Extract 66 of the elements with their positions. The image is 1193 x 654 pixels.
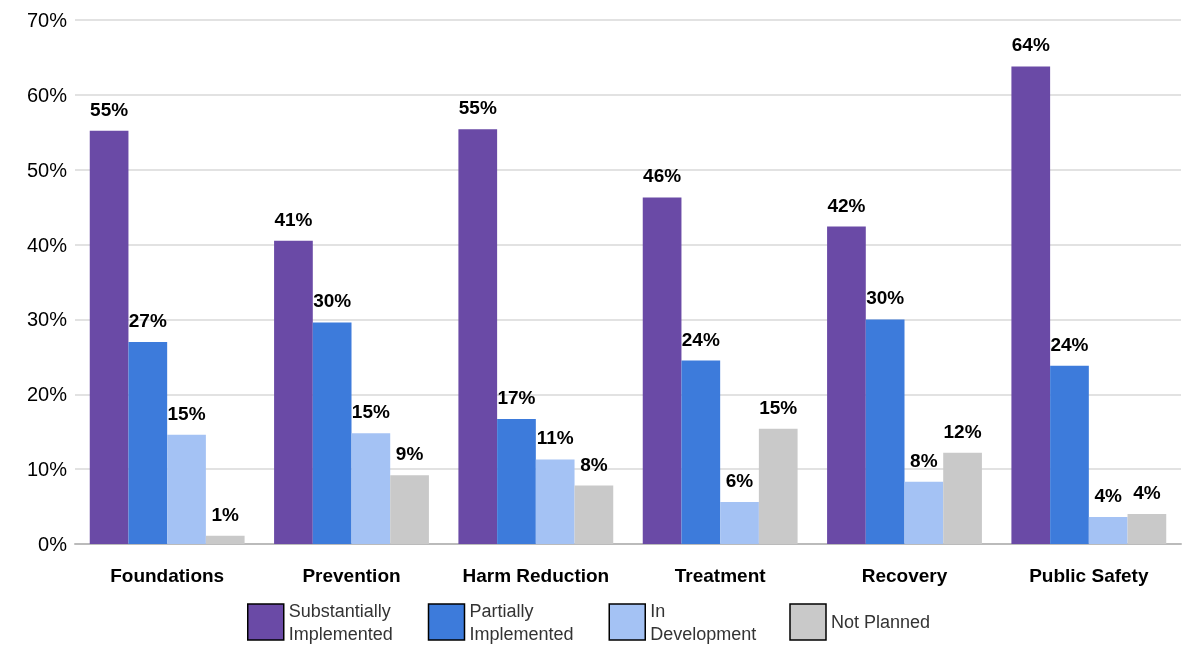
- data-label: 15%: [167, 402, 206, 424]
- x-tick-label: Foundations: [110, 565, 225, 586]
- bar: [642, 197, 682, 544]
- bar: [720, 502, 759, 544]
- bar: [351, 433, 391, 544]
- bar: [535, 459, 575, 544]
- data-label: 55%: [90, 98, 129, 120]
- bar: [128, 341, 168, 544]
- bar: [574, 485, 614, 544]
- data-label: 15%: [351, 401, 390, 423]
- data-label: 4%: [1094, 485, 1123, 507]
- y-tick-label: 30%: [26, 308, 68, 331]
- bar: [1011, 66, 1051, 544]
- y-tick-label: 60%: [26, 83, 68, 106]
- bar: [497, 418, 536, 544]
- data-label: 17%: [497, 386, 536, 408]
- data-label: 27%: [128, 309, 167, 331]
- bar: [274, 240, 313, 544]
- data-label: 1%: [211, 503, 240, 525]
- x-tick-label: Public Safety: [1029, 565, 1149, 586]
- y-tick-label: 20%: [26, 383, 68, 406]
- y-tick-label: 10%: [26, 458, 68, 481]
- x-tick-label: Prevention: [302, 565, 401, 586]
- bar: [827, 226, 866, 544]
- data-label: 24%: [681, 328, 720, 350]
- y-tick-label: 50%: [26, 158, 68, 181]
- data-label: 41%: [274, 208, 313, 230]
- data-label: 30%: [866, 287, 905, 309]
- legend-label: Not Planned: [831, 612, 931, 632]
- x-tick-label: Treatment: [674, 565, 767, 586]
- data-label: 55%: [458, 97, 497, 119]
- bar: [681, 360, 721, 544]
- bar: [458, 129, 498, 544]
- bar: [865, 319, 905, 544]
- data-label: 11%: [536, 427, 574, 449]
- data-label: 64%: [1011, 34, 1050, 56]
- bar: [904, 481, 944, 544]
- bar: [89, 130, 129, 544]
- x-tick-label: Recovery: [861, 565, 948, 586]
- data-label: 4%: [1133, 482, 1161, 504]
- legend-label: Substantially Implemented: [288, 600, 396, 644]
- data-label: 8%: [580, 453, 608, 475]
- x-tick-label: Harm Reduction: [462, 565, 610, 586]
- bar: [758, 428, 798, 544]
- bar: [390, 475, 429, 544]
- bar: [1127, 514, 1167, 544]
- data-label: 42%: [827, 194, 866, 216]
- bar: [943, 452, 982, 544]
- data-label: 9%: [395, 443, 424, 465]
- data-label: 15%: [759, 396, 798, 418]
- bar: [1050, 365, 1089, 544]
- bar: [312, 322, 352, 544]
- bar: [1088, 517, 1128, 544]
- data-label: 12%: [943, 420, 982, 442]
- legend-label: Partially Implemented: [469, 600, 574, 644]
- data-label: 24%: [1050, 333, 1089, 355]
- data-label: 46%: [643, 165, 682, 187]
- data-label: 30%: [313, 290, 352, 312]
- legend-label: In Development: [650, 600, 757, 644]
- data-label: 6%: [725, 470, 754, 492]
- y-tick-label: 70%: [26, 9, 68, 31]
- data-label: 8%: [910, 449, 938, 471]
- y-tick-label: 40%: [26, 233, 68, 256]
- bar: [205, 535, 245, 544]
- bar: [167, 434, 206, 544]
- y-tick-label: 0%: [38, 533, 68, 555]
